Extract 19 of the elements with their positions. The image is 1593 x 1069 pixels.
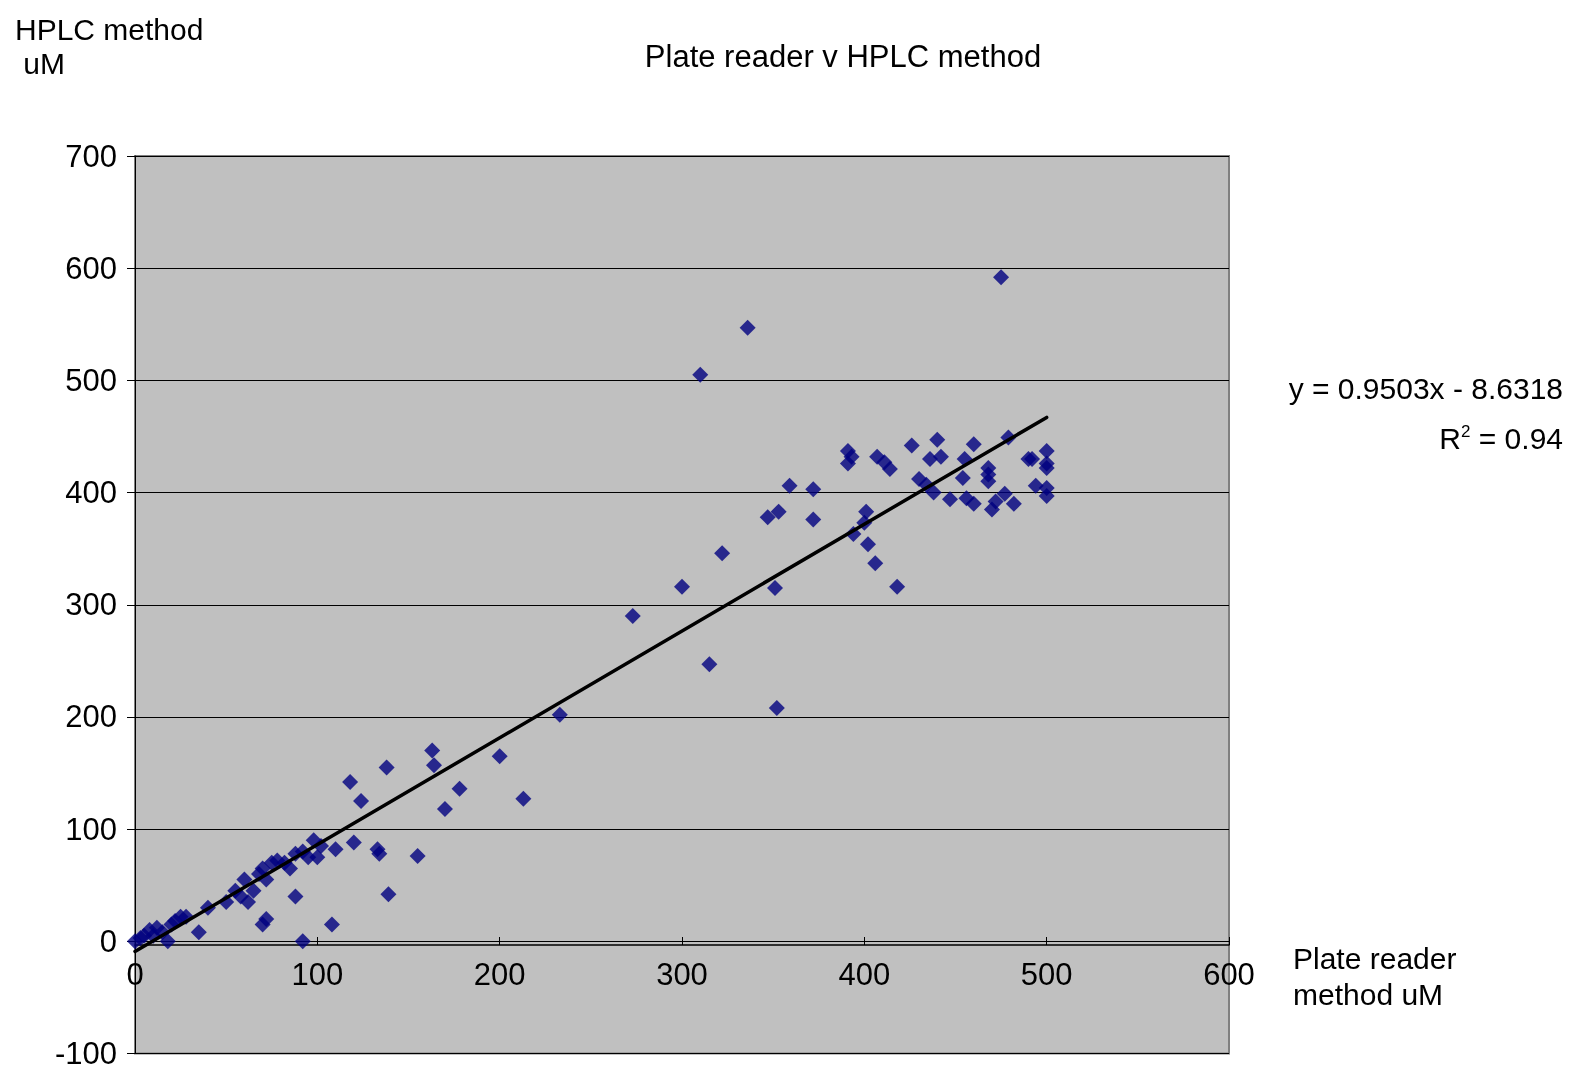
y-tick-label: 500	[65, 362, 117, 398]
x-tick-label: 100	[291, 957, 344, 992]
y-tick-label: 200	[65, 699, 117, 735]
y-tick-label: 700	[65, 138, 117, 174]
y-tick-label: 400	[65, 475, 117, 511]
y-tick-label: -100	[54, 1036, 117, 1069]
text: y = 0.9503x - 8.6318	[1288, 371, 1563, 405]
y-tick-label: 300	[65, 587, 117, 623]
chart-title: Plate reader v HPLC method	[644, 39, 1042, 74]
x-tick-label: 200	[473, 957, 526, 992]
x-tick-label: 500	[1020, 957, 1073, 992]
y-tick-label: 100	[65, 811, 117, 847]
x-axis-title: Plate reader method uM	[1293, 941, 1465, 1011]
y-tick-label: 0	[99, 923, 117, 959]
y-axis-title: HPLC method uM	[15, 12, 204, 80]
x-tick-label: 300	[656, 957, 708, 992]
x-tick-label: 600	[1203, 957, 1255, 992]
x-tick-label: 400	[838, 957, 891, 992]
y-tick-label: 600	[65, 250, 117, 286]
